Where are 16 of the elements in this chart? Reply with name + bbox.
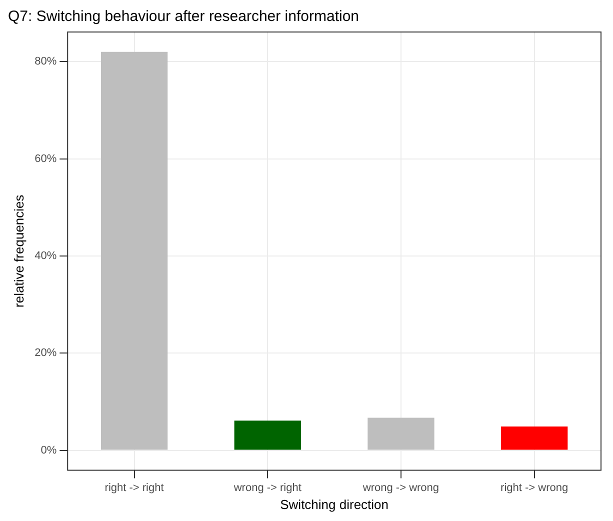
x-axis-title: Switching direction	[280, 496, 389, 512]
y-tick-label: 20%	[34, 347, 57, 360]
y-tick-label: 0%	[40, 444, 57, 456]
y-tick-label: 40%	[34, 250, 57, 262]
y-axis-title: relative frequencies	[11, 194, 26, 308]
bar	[100, 52, 168, 450]
x-tick-label: wrong -> wrong	[362, 482, 440, 494]
bar	[500, 426, 568, 450]
y-tick-label: 80%	[34, 56, 57, 68]
x-tick-label: wrong -> right	[232, 482, 302, 494]
bar	[234, 420, 301, 450]
y-tick-label: 60%	[34, 152, 57, 165]
chart-title: Q7: Switching behaviour after researcher information	[8, 8, 360, 26]
bar	[368, 418, 434, 450]
x-tick-label: right -> wrong	[500, 482, 568, 494]
x-tick-label: right -> right	[104, 482, 164, 494]
